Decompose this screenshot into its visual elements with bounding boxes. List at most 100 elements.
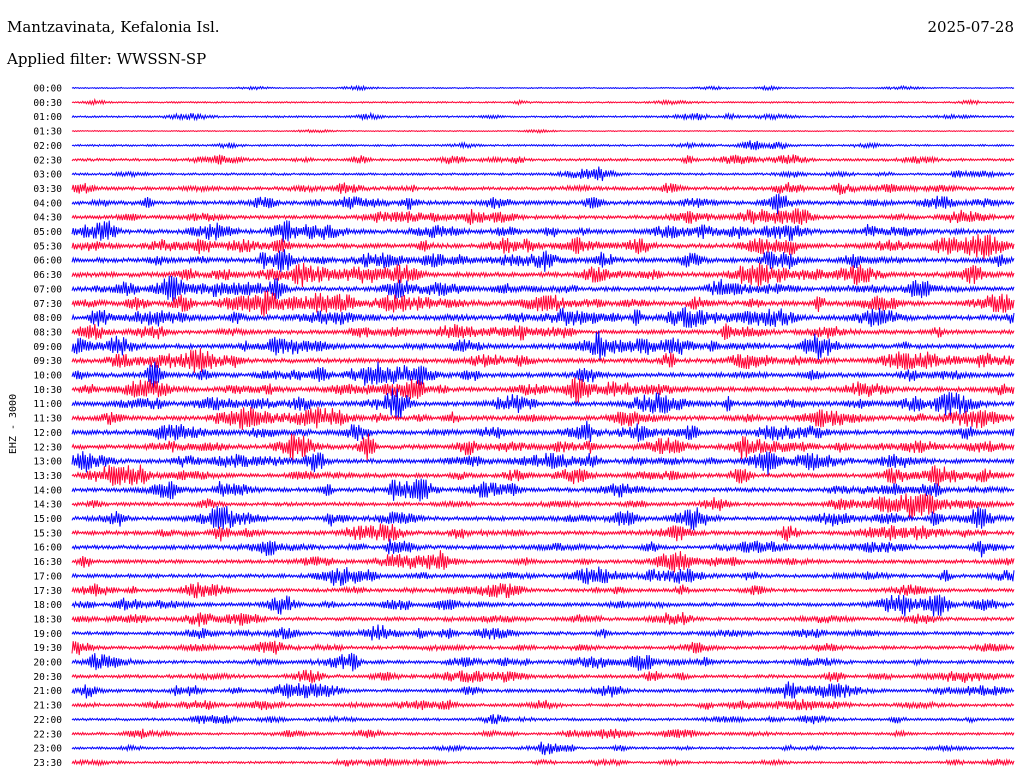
seismic-trace <box>71 111 1015 122</box>
row-label: 13:00 <box>33 457 62 468</box>
row-label: 14:30 <box>33 500 62 511</box>
seismic-trace <box>71 505 1015 531</box>
seismic-trace <box>71 290 1015 317</box>
row-label: 08:00 <box>33 313 62 324</box>
row-label: 07:00 <box>33 284 62 295</box>
row-label: 01:00 <box>33 112 62 123</box>
seismic-trace <box>71 306 1015 328</box>
seismic-trace <box>71 550 1015 573</box>
seismic-trace <box>71 493 1015 519</box>
seismic-trace <box>71 451 1015 476</box>
row-label: 20:30 <box>33 672 62 683</box>
y-axis-label: EHZ - 3000 <box>8 394 19 454</box>
seismic-trace <box>71 323 1015 341</box>
seismic-trace <box>71 348 1015 373</box>
row-label: 09:00 <box>33 342 62 353</box>
row-label: 00:00 <box>33 84 62 95</box>
seismic-trace <box>71 182 1015 196</box>
seismic-trace <box>71 757 1015 768</box>
station-title: Mantzavinata, Kefalonia Isl. <box>7 18 220 36</box>
row-label: 04:30 <box>33 213 62 224</box>
seismic-trace <box>71 262 1015 288</box>
seismic-trace <box>71 624 1015 641</box>
row-label: 06:00 <box>33 256 62 267</box>
row-label: 23:30 <box>33 758 62 769</box>
seismic-trace <box>71 640 1015 656</box>
seismic-trace <box>71 140 1015 151</box>
seismic-trace <box>71 582 1015 599</box>
seismic-trace <box>71 97 1015 107</box>
seismic-trace <box>71 566 1015 586</box>
row-label: 08:30 <box>33 327 62 338</box>
row-label: 12:30 <box>33 442 62 453</box>
seismic-trace <box>71 249 1015 273</box>
row-label: 05:00 <box>33 227 62 238</box>
row-label: 22:00 <box>33 715 62 726</box>
row-label: 23:00 <box>33 744 62 755</box>
row-label: 05:30 <box>33 241 62 252</box>
seismic-trace <box>71 377 1015 403</box>
seismic-trace <box>71 464 1015 487</box>
seismic-trace <box>71 193 1015 215</box>
date-label: 2025-07-28 <box>927 18 1014 36</box>
row-label: 04:00 <box>33 198 62 209</box>
row-label: 03:00 <box>33 170 62 181</box>
row-label: 07:30 <box>33 299 62 310</box>
seismogram-rows: 00:00 00:30 01:00 01:30 02:00 02:30 03:00 03:30… <box>33 84 1015 769</box>
row-label: 12:00 <box>33 428 62 439</box>
row-label: 14:00 <box>33 485 62 496</box>
seismic-trace <box>71 478 1015 502</box>
row-label: 22:30 <box>33 729 62 740</box>
seismic-trace <box>71 166 1015 182</box>
row-label: 19:30 <box>33 643 62 654</box>
seismic-trace <box>71 594 1015 617</box>
seismic-trace <box>71 433 1015 461</box>
seismic-trace <box>71 234 1015 260</box>
seismic-trace <box>71 741 1015 756</box>
row-label: 06:30 <box>33 270 62 281</box>
seismic-trace <box>71 154 1015 165</box>
row-label: 10:30 <box>33 385 62 396</box>
seismic-trace <box>71 208 1015 226</box>
seismic-trace <box>71 361 1015 388</box>
seismic-trace <box>71 523 1015 542</box>
seismic-trace <box>71 406 1015 431</box>
row-label: 17:30 <box>33 586 62 597</box>
seismic-trace <box>71 128 1015 135</box>
row-label: 03:30 <box>33 184 62 195</box>
row-label: 13:30 <box>33 471 62 482</box>
row-label: 15:00 <box>33 514 62 525</box>
seismic-trace <box>71 538 1015 558</box>
row-label: 19:00 <box>33 629 62 640</box>
row-label: 02:30 <box>33 155 62 166</box>
seismic-trace <box>71 698 1015 711</box>
seismic-trace <box>71 84 1015 92</box>
seismic-trace <box>71 388 1015 420</box>
row-label: 11:00 <box>33 399 62 410</box>
row-label: 18:30 <box>33 614 62 625</box>
seismic-trace <box>71 330 1015 361</box>
seismic-trace <box>71 220 1015 243</box>
seismic-trace <box>71 420 1015 442</box>
row-label: 20:00 <box>33 658 62 669</box>
row-label: 21:30 <box>33 701 62 712</box>
row-label: 21:00 <box>33 686 62 697</box>
seismic-trace <box>71 612 1015 627</box>
row-label: 11:30 <box>33 414 62 425</box>
seismic-trace <box>71 714 1015 725</box>
row-label: 02:00 <box>33 141 62 152</box>
row-label: 16:00 <box>33 543 62 554</box>
seismic-trace <box>71 728 1015 739</box>
row-label: 01:30 <box>33 127 62 138</box>
seismic-trace <box>71 275 1015 302</box>
row-label: 18:00 <box>33 600 62 611</box>
filter-label: Applied filter: WWSSN-SP <box>7 50 207 68</box>
row-label: 16:30 <box>33 557 62 568</box>
row-label: 15:30 <box>33 528 62 539</box>
row-label: 09:30 <box>33 356 62 367</box>
seismic-trace <box>71 652 1015 672</box>
row-label: 00:30 <box>33 98 62 109</box>
row-label: 10:00 <box>33 371 62 382</box>
seismic-trace <box>71 681 1015 699</box>
